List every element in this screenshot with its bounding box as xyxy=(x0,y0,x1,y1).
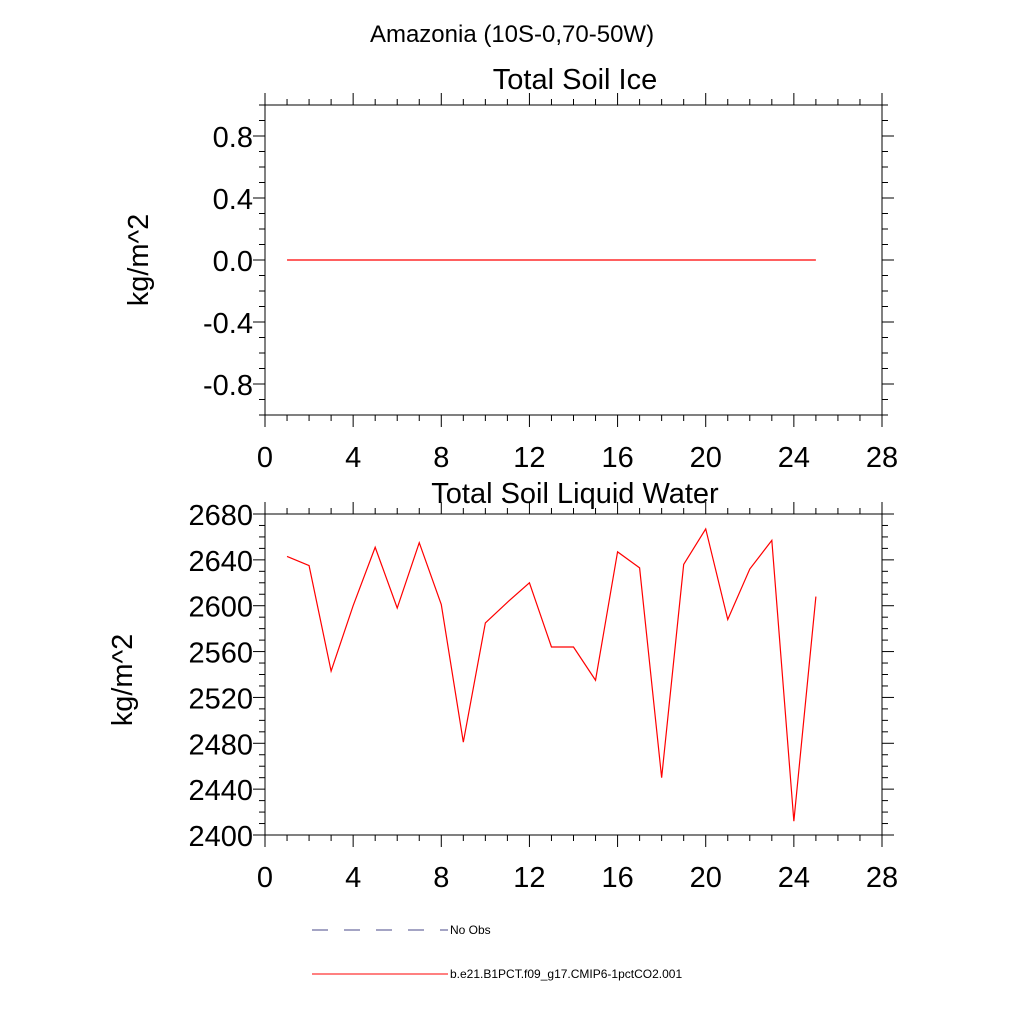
panel-2-xtick-label: 28 xyxy=(866,862,898,894)
panel-1-axes: 0 4 8 12 16 20 24 28 -0.8 -0.4 0.0 0.4 0.8 xyxy=(203,93,898,474)
panel-2-axes: 0 4 8 12 16 20 24 28 2400 2440 2480 2520 2560 2600 264… xyxy=(188,500,898,894)
panel-2-ytick-label: 2520 xyxy=(188,683,253,715)
panel-1-xtick-label: 24 xyxy=(778,442,810,474)
panel-2-xtick-label: 0 xyxy=(257,862,273,894)
panel-2-title: Total Soil Liquid Water xyxy=(431,478,719,510)
panel-1-ytick-label: 0.0 xyxy=(213,246,253,278)
legend-label-model-run: b.e21.B1PCT.f09_g17.CMIP6-1pctCO2.001 xyxy=(450,967,682,981)
panel-1-ytick-label: 0.4 xyxy=(213,184,253,216)
panel-2-xtick-label: 12 xyxy=(513,862,545,894)
legend-item-model-run: b.e21.B1PCT.f09_g17.CMIP6-1pctCO2.001 xyxy=(312,967,682,981)
panel-total-soil-liquid-water: Total Soil Liquid Water kg/m^2 0 4 8 12 16 20… xyxy=(107,478,898,894)
legend-label-no-obs: No Obs xyxy=(450,923,491,937)
panel-2-frame xyxy=(264,513,883,836)
panel-2-xtick-label: 16 xyxy=(601,862,633,894)
panel-2-ytick-label: 2640 xyxy=(188,546,253,578)
panel-1-xtick-label: 12 xyxy=(513,442,545,474)
panel-2-xtick-label: 8 xyxy=(433,862,449,894)
panel-1-xtick-label: 4 xyxy=(345,442,361,474)
panel-1-xtick-label: 16 xyxy=(601,442,633,474)
figure-suptitle: Amazonia (10S-0,70-50W) xyxy=(370,21,654,48)
panel-2-ytick-label: 2400 xyxy=(188,821,253,853)
panel-2-xtick-label: 20 xyxy=(690,862,722,894)
panel-total-soil-ice: Total Soil Ice kg/m^2 0 4 8 12 16 20 24 28 -0.8 -… xyxy=(123,64,898,474)
panel-2-ytick-label: 2440 xyxy=(188,775,253,807)
panel-1-title: Total Soil Ice xyxy=(493,64,657,96)
panel-2-series-line xyxy=(286,527,817,822)
panel-1-ytick-label: 0.8 xyxy=(213,122,253,154)
panel-1-ytick-label: -0.4 xyxy=(203,308,253,340)
panel-2-xtick-label: 4 xyxy=(345,862,361,894)
legend: No Obs b.e21.B1PCT.f09_g17.CMIP6-1pctCO2… xyxy=(312,923,682,981)
panel-2-ytick-label: 2480 xyxy=(188,729,253,761)
panel-1-xtick-label: 8 xyxy=(433,442,449,474)
panel-1-ylabel: kg/m^2 xyxy=(123,214,155,307)
panel-1-xtick-label: 0 xyxy=(257,442,273,474)
legend-item-no-obs: No Obs xyxy=(312,923,491,937)
panel-2-ylabel: kg/m^2 xyxy=(107,634,139,727)
panel-1-xtick-label: 28 xyxy=(866,442,898,474)
panel-2-ytick-label: 2560 xyxy=(188,638,253,670)
panel-2-xtick-label: 24 xyxy=(778,862,810,894)
panel-2-ytick-label: 2600 xyxy=(188,592,253,624)
panel-2-ytick-label: 2680 xyxy=(188,500,253,532)
panel-1-ytick-label: -0.8 xyxy=(203,370,253,402)
panel-1-xtick-label: 20 xyxy=(690,442,722,474)
